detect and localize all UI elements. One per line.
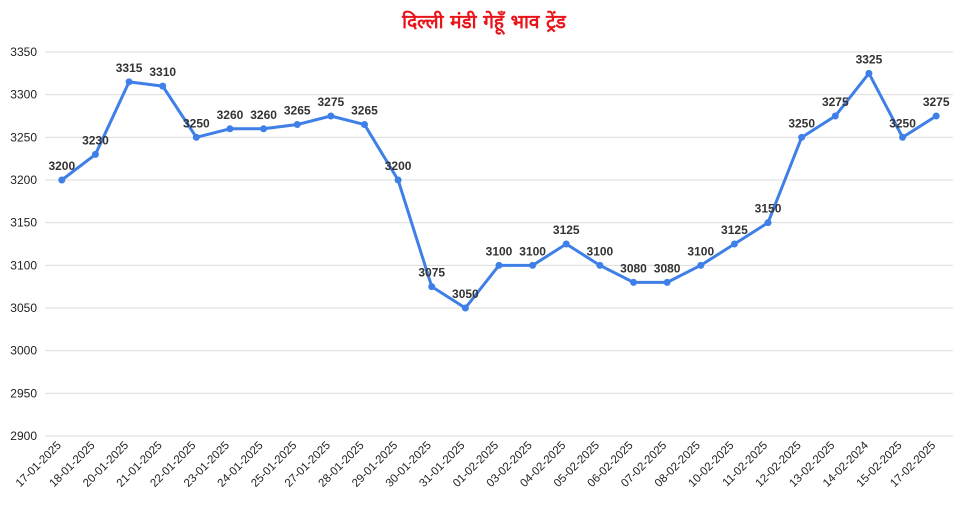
data-point — [461, 304, 469, 312]
data-point — [260, 125, 268, 133]
data-label: 3080 — [654, 261, 681, 275]
chart-title: दिल्ली मंडी गेहूँ भाव ट्रेंड — [401, 10, 566, 35]
data-label: 3050 — [452, 287, 479, 301]
data-point — [226, 125, 234, 133]
series-line — [60, 71, 938, 310]
data-point — [630, 278, 638, 286]
x-axis-ticks: 17-01-202518-01-202520-01-202521-01-2025… — [14, 439, 938, 490]
data-label: 3315 — [116, 61, 143, 75]
y-tick-label: 2900 — [10, 429, 37, 443]
data-point — [865, 69, 873, 77]
data-point — [91, 150, 99, 158]
data-label: 3200 — [385, 159, 412, 173]
data-point — [360, 121, 368, 129]
data-point — [58, 176, 66, 184]
data-label: 3275 — [822, 95, 849, 109]
data-point — [293, 121, 301, 129]
data-labels: 3200 3230 3315 3310 3250 3260 3260 3265 3275 3265… — [48, 52, 949, 301]
data-label: 3325 — [856, 52, 883, 66]
y-tick-label: 3250 — [10, 130, 37, 144]
data-label: 3125 — [553, 223, 580, 237]
series-layer — [58, 69, 940, 312]
data-point — [529, 261, 537, 269]
data-label: 3230 — [82, 133, 109, 147]
y-tick-label: 3000 — [10, 344, 37, 358]
data-label: 3275 — [923, 95, 950, 109]
data-label: 3100 — [519, 244, 546, 258]
data-label: 3260 — [217, 108, 244, 122]
data-point — [394, 176, 402, 184]
y-tick-label: 3300 — [10, 88, 37, 102]
y-axis-ticks: 2900 2950 3000 3050 3100 3150 3200 3250 3300 3350 — [10, 45, 37, 443]
data-label: 3075 — [418, 266, 445, 280]
data-point — [192, 133, 200, 141]
data-label: 3275 — [318, 95, 345, 109]
data-label: 3265 — [351, 104, 378, 118]
data-label: 3250 — [788, 116, 815, 130]
data-label: 3310 — [149, 65, 176, 79]
data-label: 3100 — [587, 244, 614, 258]
data-point — [798, 133, 806, 141]
y-tick-label: 3350 — [10, 45, 37, 59]
data-point — [562, 240, 570, 248]
y-tick-label: 3200 — [10, 173, 37, 187]
data-point — [495, 261, 503, 269]
data-point — [697, 261, 705, 269]
data-point — [125, 78, 133, 86]
data-label: 3265 — [284, 104, 311, 118]
data-point — [764, 219, 772, 227]
y-tick-label: 3050 — [10, 301, 37, 315]
data-point — [899, 133, 907, 141]
data-point — [932, 112, 940, 120]
y-tick-label: 3150 — [10, 216, 37, 230]
data-point — [831, 112, 839, 120]
data-point — [730, 240, 738, 248]
data-label: 3100 — [486, 244, 513, 258]
data-point — [596, 261, 604, 269]
data-label: 3100 — [687, 244, 714, 258]
data-label: 3150 — [755, 202, 782, 216]
data-label: 3200 — [48, 159, 75, 173]
data-label: 3260 — [250, 108, 277, 122]
data-label: 3125 — [721, 223, 748, 237]
y-tick-label: 3100 — [10, 258, 37, 272]
data-label: 3250 — [183, 116, 210, 130]
data-point — [327, 112, 335, 120]
y-tick-label: 2950 — [10, 386, 37, 400]
data-point — [159, 82, 167, 90]
data-label: 3250 — [889, 116, 916, 130]
data-point — [428, 283, 436, 291]
data-label: 3080 — [620, 261, 647, 275]
data-point — [663, 278, 671, 286]
